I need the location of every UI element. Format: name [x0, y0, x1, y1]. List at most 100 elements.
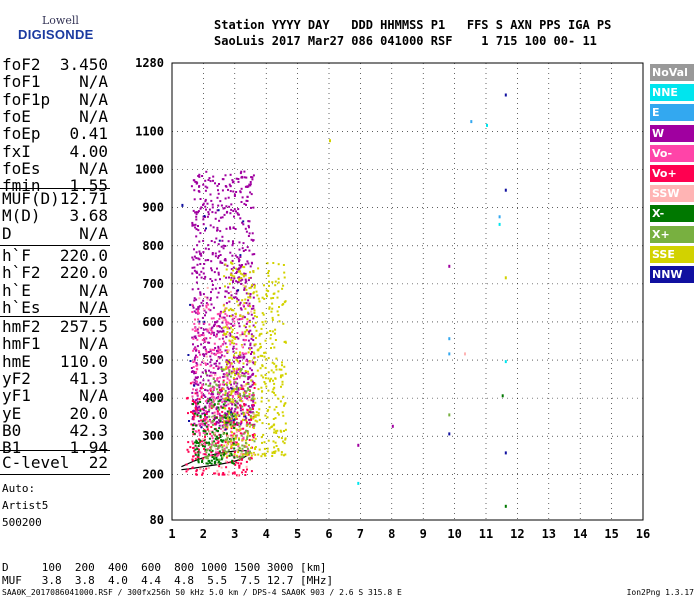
- echo-point: [237, 387, 240, 390]
- echo-point: [251, 383, 254, 386]
- echo-point: [222, 433, 225, 435]
- echo-point: [232, 371, 235, 374]
- param-key: M(D): [2, 206, 41, 226]
- echo-point: [243, 302, 246, 304]
- param-value: 1.94: [69, 438, 108, 458]
- echo-point: [245, 322, 248, 325]
- param-row: foE N/A: [2, 108, 108, 124]
- echo-point: [235, 371, 238, 374]
- echo-point: [217, 406, 220, 409]
- echo-point: [277, 413, 280, 416]
- echo-point: [221, 343, 224, 346]
- echo-point: [217, 356, 220, 358]
- echo-point: [211, 406, 214, 409]
- echo-point: [213, 386, 216, 389]
- echo-point: [262, 433, 265, 436]
- echo-point: [201, 412, 204, 415]
- echo-point: [271, 455, 274, 457]
- echo-point: [219, 261, 222, 264]
- echo-point: [217, 365, 220, 368]
- echo-point: [228, 373, 231, 376]
- echo-point: [236, 411, 239, 414]
- echo-point: [193, 322, 196, 325]
- echo-point: [223, 453, 226, 455]
- echo-point: [206, 259, 209, 261]
- echo-point: [245, 419, 248, 422]
- echo-point: [272, 292, 275, 295]
- echo-point: [279, 429, 282, 432]
- header-labels: Station YYYY DAY DDD HHMMSS P1 FFS S AXN…: [214, 18, 612, 32]
- echo-point: [232, 180, 235, 183]
- echo-point: [234, 415, 237, 418]
- echo-point: [264, 358, 267, 361]
- echo-point: [278, 306, 280, 308]
- echo-point: [259, 367, 262, 370]
- echo-point: [266, 410, 269, 413]
- echo-point: [246, 436, 249, 439]
- echo-point: [263, 351, 266, 354]
- echo-point: [198, 405, 201, 408]
- echo-point: [210, 459, 213, 462]
- echo-point: [237, 355, 240, 358]
- echo-point: [205, 311, 208, 314]
- echo-point: [207, 379, 210, 382]
- echo-point: [247, 360, 249, 363]
- echo-point: [198, 467, 201, 470]
- param-value: 220.0: [59, 263, 108, 283]
- echo-point: [249, 410, 252, 413]
- echo-point: [201, 339, 204, 341]
- echo-point: [280, 374, 282, 377]
- echo-point: [216, 391, 219, 394]
- echo-point: [220, 327, 223, 330]
- echo-point: [200, 276, 203, 279]
- param-key: C-level: [2, 453, 70, 472]
- echo-point: [260, 327, 263, 330]
- echo-point: [203, 419, 206, 422]
- echo-point: [270, 297, 273, 300]
- echo-point: [248, 232, 251, 235]
- echo-point: [235, 177, 238, 180]
- echo-point: [245, 383, 248, 386]
- echo-point: [252, 436, 255, 439]
- echo-point: [213, 362, 216, 365]
- echo-point: [247, 292, 250, 295]
- echo-point: [242, 427, 245, 430]
- echo-point: [203, 309, 206, 312]
- echo-point: [221, 456, 224, 459]
- echo-point: [225, 276, 228, 279]
- echo-point: [246, 186, 249, 188]
- echo-point: [199, 443, 202, 446]
- echo-point: [197, 211, 199, 214]
- echo-point: [226, 350, 229, 353]
- echo-point: [263, 355, 266, 358]
- echo-point: [206, 351, 209, 354]
- echo-point: [212, 400, 215, 403]
- echo-point: [233, 378, 236, 381]
- echo-point: [195, 213, 198, 216]
- echo-point: [237, 299, 240, 302]
- echo-point: [230, 446, 233, 449]
- echo-point: [247, 388, 250, 391]
- echo-point: [197, 402, 200, 405]
- echo-point: [205, 421, 208, 424]
- echo-point: [200, 387, 203, 390]
- echo-point: [248, 330, 250, 333]
- echo-point: [218, 419, 221, 421]
- echo-point: [214, 255, 217, 258]
- echo-point: [237, 394, 240, 397]
- echo-point: [196, 345, 199, 348]
- echo-point: [235, 416, 237, 419]
- echo-point: [249, 296, 252, 299]
- echo-point: [236, 424, 239, 426]
- echo-point: [225, 360, 228, 363]
- echo-point: [198, 423, 201, 426]
- echo-point: [274, 280, 277, 283]
- echo-point: [255, 337, 257, 339]
- echo-point: [209, 355, 212, 358]
- param-row: foF2 3.450: [2, 57, 108, 73]
- echo-point: [192, 424, 195, 426]
- echo-point: [213, 413, 216, 416]
- echo-point: [221, 369, 224, 372]
- param-row: h`E N/A: [2, 282, 108, 298]
- echo-point: [235, 454, 238, 457]
